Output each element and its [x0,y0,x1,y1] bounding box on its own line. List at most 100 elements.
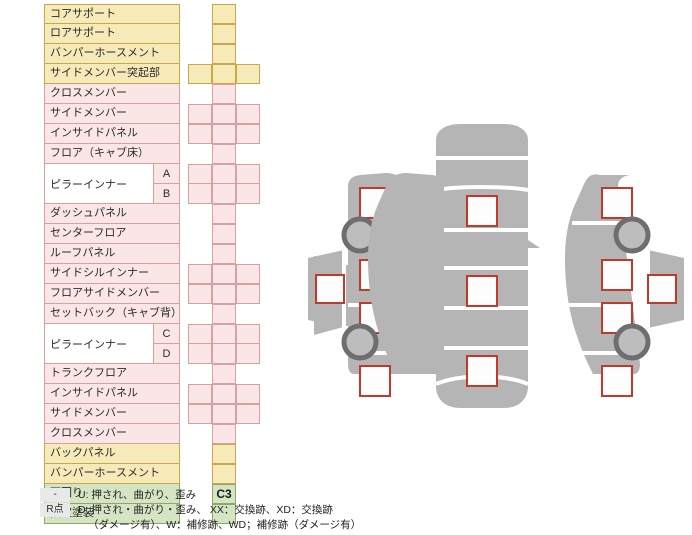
value-cell [188,204,212,224]
legend-text-3: （ダメージ有）、W：補修跡、WD；補修跡（ダメージ有） [88,519,362,531]
value-cell[interactable] [212,404,236,424]
table-row: トランクフロア [44,364,260,384]
value-cell[interactable] [188,184,212,204]
value-cell[interactable] [188,324,212,344]
value-cell[interactable] [188,164,212,184]
value-cell[interactable] [212,284,236,304]
value-cell [236,464,260,484]
value-cell[interactable] [188,384,212,404]
value-track [188,424,260,444]
value-cell[interactable] [212,364,236,384]
value-cell [188,224,212,244]
value-cell[interactable] [212,244,236,264]
marker-box-top-2[interactable] [466,275,498,307]
marker-box-right-5[interactable] [647,274,677,304]
value-cell [236,244,260,264]
value-cell[interactable] [188,64,212,84]
row-label: バックパネル [44,444,180,464]
row-label: インサイドパネル [44,384,180,404]
value-cell[interactable] [236,284,260,304]
value-cell[interactable] [236,324,260,344]
value-cell[interactable] [236,104,260,124]
top-front-section [436,124,528,228]
value-cell [188,24,212,44]
value-cell[interactable] [236,344,260,364]
value-track [188,284,260,304]
legend-line-2: R点 D: 押され・曲がり・歪み、 XX：交換跡、XD：交換跡 [40,503,460,517]
value-cell [236,84,260,104]
value-cell[interactable] [212,304,236,324]
value-cell[interactable] [212,104,236,124]
value-cell[interactable] [212,504,236,524]
vehicle-panel-diagram [300,118,692,418]
value-track [188,324,260,364]
table-row: ダッシュパネル [44,204,260,224]
value-cell[interactable] [212,424,236,444]
value-cell[interactable] [212,464,236,484]
value-cell[interactable] [212,264,236,284]
table-row: フロア（キャブ床） [44,144,260,164]
marker-box-right-2[interactable] [601,259,633,291]
value-cell[interactable] [212,184,236,204]
value-cell[interactable] [212,384,236,404]
value-cell[interactable] [212,44,236,64]
value-cell [236,224,260,244]
value-track [188,124,260,144]
value-cell[interactable] [188,344,212,364]
value-cell[interactable] [212,224,236,244]
value-cell[interactable] [188,284,212,304]
marker-box-left-4[interactable] [359,365,391,397]
table-row: サイドメンバー [44,404,260,424]
value-cell[interactable] [236,264,260,284]
row-sublabel: B [154,184,180,204]
value-cell[interactable] [212,204,236,224]
value-cell[interactable] [236,124,260,144]
value-cell[interactable] [236,64,260,84]
value-cell[interactable] [212,344,236,364]
legend-line-3: （ダメージ有）、W：補修跡、WD；補修跡（ダメージ有） [40,518,460,532]
value-track [188,364,260,384]
marker-box-right-3[interactable] [601,302,633,334]
value-cell[interactable] [236,404,260,424]
value-cell[interactable] [236,384,260,404]
value-cell[interactable] [212,164,236,184]
value-cell[interactable] [188,124,212,144]
value-cell[interactable] [212,84,236,104]
value-cell[interactable] [212,144,236,164]
value-cell[interactable] [212,24,236,44]
marker-box-right-1[interactable] [601,187,633,219]
value-cell[interactable] [236,164,260,184]
value-track [188,24,260,44]
table-row: 下回りC3 [44,484,260,504]
value-cell [236,204,260,224]
value-cell[interactable]: C3 [212,484,236,504]
value-cell[interactable] [212,4,236,24]
table-row: コアサポート [44,4,260,24]
value-track [188,404,260,424]
value-cell[interactable] [212,444,236,464]
table-row: ルーフパネル [44,244,260,264]
marker-box-top-3[interactable] [466,355,498,387]
legend-text-1: U: 押され、曲がり、歪み [78,489,197,501]
value-cell [236,4,260,24]
value-cell[interactable] [188,264,212,284]
row-label: クロスメンバー [44,84,180,104]
marker-box-top-1[interactable] [466,195,498,227]
marker-box-right-4[interactable] [601,365,633,397]
marker-box-left-5[interactable] [315,274,345,304]
row-label: インサイドパネル [44,124,180,144]
value-cell[interactable] [188,104,212,124]
row-label: フロアサイドメンバー [44,284,180,304]
value-cell[interactable] [188,404,212,424]
row-label: センターフロア [44,224,180,244]
value-cell[interactable] [212,324,236,344]
table-row: インサイドパネル [44,384,260,404]
row-label: クロスメンバー [44,424,180,444]
value-cell[interactable] [212,124,236,144]
value-track [188,44,260,64]
table-row: サイドシルインナー [44,264,260,284]
value-cell[interactable] [236,184,260,204]
value-cell[interactable] [212,64,236,84]
value-cell [236,304,260,324]
